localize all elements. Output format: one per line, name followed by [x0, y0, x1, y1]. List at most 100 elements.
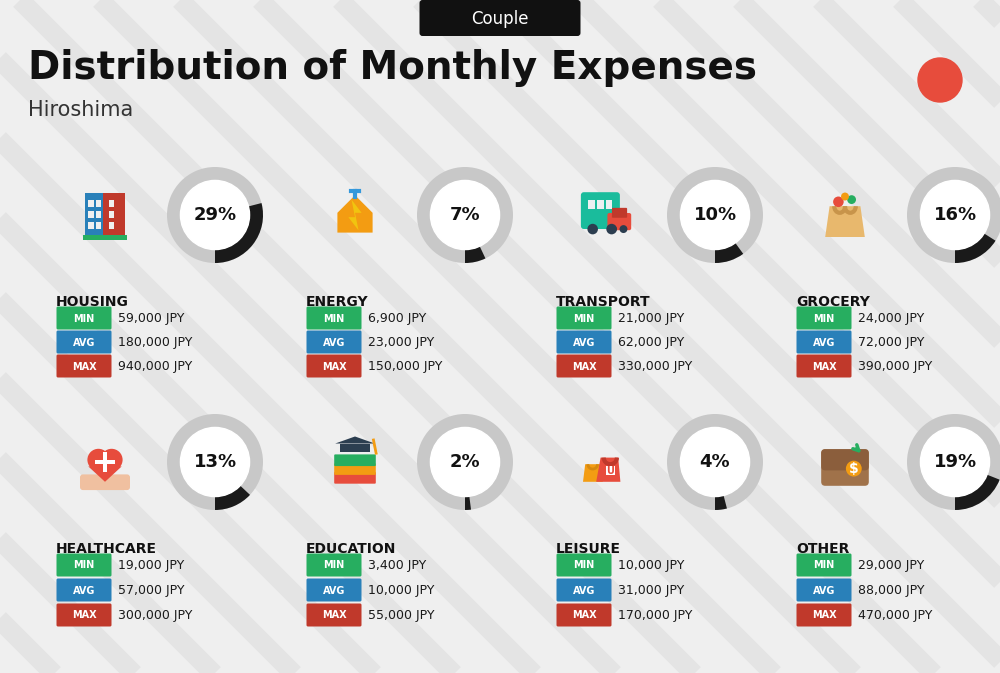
Text: MAX: MAX	[572, 361, 596, 371]
Bar	[109, 211, 114, 217]
Bar	[85, 193, 109, 235]
FancyBboxPatch shape	[306, 604, 362, 627]
Text: MIN: MIN	[573, 314, 595, 324]
Wedge shape	[167, 414, 263, 510]
Text: 29,000 JPY: 29,000 JPY	[858, 559, 924, 572]
Text: 10%: 10%	[693, 206, 737, 224]
FancyBboxPatch shape	[56, 330, 112, 353]
Bar	[606, 466, 615, 475]
Text: MAX: MAX	[322, 610, 346, 621]
Polygon shape	[88, 466, 122, 482]
FancyBboxPatch shape	[612, 208, 627, 218]
FancyBboxPatch shape	[796, 306, 852, 330]
Text: MAX: MAX	[812, 361, 836, 371]
Text: 59,000 JPY: 59,000 JPY	[118, 312, 184, 325]
Text: 16%: 16%	[933, 206, 977, 224]
FancyBboxPatch shape	[56, 553, 112, 577]
Text: AVG: AVG	[573, 337, 595, 347]
Bar	[96, 221, 101, 229]
Text: 170,000 JPY: 170,000 JPY	[618, 609, 692, 622]
Text: MAX: MAX	[572, 610, 596, 621]
Wedge shape	[167, 167, 263, 263]
Text: MIN: MIN	[813, 561, 835, 571]
Text: 62,000 JPY: 62,000 JPY	[618, 336, 684, 349]
Circle shape	[87, 449, 109, 471]
FancyBboxPatch shape	[334, 463, 376, 475]
Text: 23,000 JPY: 23,000 JPY	[368, 336, 434, 349]
Bar	[103, 193, 125, 235]
Text: 19,000 JPY: 19,000 JPY	[118, 559, 184, 572]
Polygon shape	[337, 195, 373, 233]
Circle shape	[606, 224, 617, 234]
Polygon shape	[825, 206, 865, 237]
Circle shape	[609, 225, 617, 233]
Text: 7%: 7%	[450, 206, 480, 224]
Circle shape	[680, 180, 750, 250]
Bar	[103, 452, 107, 472]
Wedge shape	[215, 486, 250, 510]
Text: MIN: MIN	[813, 314, 835, 324]
Text: 19%: 19%	[933, 453, 977, 471]
FancyBboxPatch shape	[796, 330, 852, 353]
Wedge shape	[907, 414, 1000, 510]
Bar	[83, 235, 127, 240]
FancyBboxPatch shape	[796, 355, 852, 378]
Text: 940,000 JPY: 940,000 JPY	[118, 360, 192, 373]
Text: Couple: Couple	[471, 10, 529, 28]
FancyBboxPatch shape	[56, 604, 112, 627]
Text: MAX: MAX	[812, 610, 836, 621]
Polygon shape	[583, 464, 603, 482]
Text: 180,000 JPY: 180,000 JPY	[118, 336, 192, 349]
Wedge shape	[465, 246, 485, 263]
Circle shape	[918, 58, 962, 102]
Text: HEALTHCARE: HEALTHCARE	[56, 542, 157, 556]
Text: 330,000 JPY: 330,000 JPY	[618, 360, 692, 373]
FancyBboxPatch shape	[56, 579, 112, 602]
Text: AVG: AVG	[73, 337, 95, 347]
FancyBboxPatch shape	[420, 0, 580, 36]
FancyBboxPatch shape	[821, 449, 869, 470]
FancyBboxPatch shape	[334, 472, 376, 484]
Wedge shape	[465, 496, 471, 510]
FancyBboxPatch shape	[556, 553, 612, 577]
Text: 10,000 JPY: 10,000 JPY	[618, 559, 684, 572]
Circle shape	[920, 180, 990, 250]
Text: MIN: MIN	[573, 561, 595, 571]
Wedge shape	[907, 167, 1000, 263]
FancyBboxPatch shape	[556, 355, 612, 378]
FancyBboxPatch shape	[796, 604, 852, 627]
Text: AVG: AVG	[323, 337, 345, 347]
Text: 2%: 2%	[450, 453, 480, 471]
Wedge shape	[715, 243, 743, 263]
Text: 21,000 JPY: 21,000 JPY	[618, 312, 684, 325]
FancyBboxPatch shape	[306, 306, 362, 330]
Circle shape	[680, 427, 750, 497]
Circle shape	[833, 197, 844, 207]
FancyBboxPatch shape	[581, 192, 620, 229]
Bar	[88, 221, 94, 229]
Circle shape	[846, 461, 862, 476]
Bar	[606, 200, 612, 209]
FancyBboxPatch shape	[80, 474, 130, 490]
FancyBboxPatch shape	[556, 604, 612, 627]
Text: AVG: AVG	[573, 586, 595, 596]
Text: MIN: MIN	[323, 314, 345, 324]
Wedge shape	[417, 414, 513, 510]
Polygon shape	[596, 458, 620, 482]
Text: 300,000 JPY: 300,000 JPY	[118, 609, 192, 622]
Bar	[96, 211, 101, 217]
Text: 10,000 JPY: 10,000 JPY	[368, 584, 434, 597]
Text: LEISURE: LEISURE	[556, 542, 621, 556]
FancyBboxPatch shape	[607, 213, 631, 230]
Wedge shape	[667, 167, 763, 263]
Wedge shape	[715, 495, 727, 510]
Wedge shape	[215, 203, 263, 263]
Text: MAX: MAX	[322, 361, 346, 371]
Text: MAX: MAX	[72, 610, 96, 621]
FancyBboxPatch shape	[306, 579, 362, 602]
Text: 24,000 JPY: 24,000 JPY	[858, 312, 924, 325]
Text: 150,000 JPY: 150,000 JPY	[368, 360, 442, 373]
Circle shape	[841, 192, 849, 201]
Text: 3,400 JPY: 3,400 JPY	[368, 559, 426, 572]
FancyBboxPatch shape	[821, 449, 869, 486]
